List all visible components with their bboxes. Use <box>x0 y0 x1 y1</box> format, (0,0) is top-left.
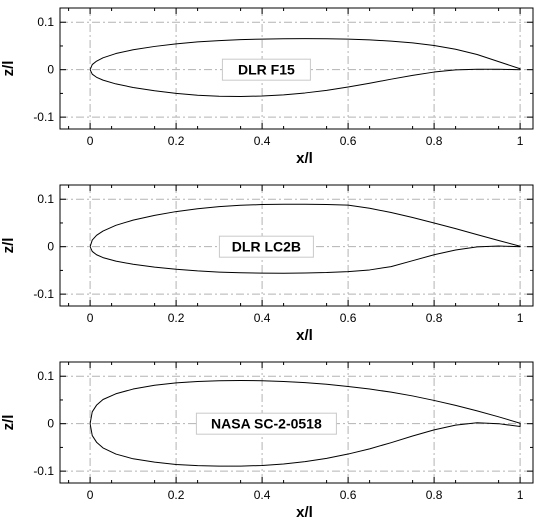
x-tick-label: 1 <box>517 311 524 325</box>
y-tick-label: 0.1 <box>37 369 54 383</box>
x-tick-label: 0.2 <box>168 488 185 502</box>
plot-frame <box>59 7 534 130</box>
x-tick-label: 1 <box>517 134 524 148</box>
airfoil-label: DLR F15 <box>238 62 295 78</box>
x-axis-title: x/l <box>296 504 313 517</box>
chart-panel-1: 0 0.2 0.4 0.6 0.8 1 -0.1 0 0.1 x/l z/l DLR F15 <box>0 7 534 167</box>
airfoil-label: DLR LC2B <box>232 239 301 255</box>
airfoil-label-box <box>221 58 311 81</box>
x-tick-label: 0.6 <box>340 311 357 325</box>
airfoil-contour <box>89 380 521 467</box>
x-tick-label: 1 <box>517 488 524 502</box>
x-tick-label: 0.6 <box>340 488 357 502</box>
x-tick-label: 0.2 <box>168 311 185 325</box>
x-tick-label: 0.4 <box>254 488 271 502</box>
y-tick-label: -0.1 <box>33 110 54 124</box>
x-tick-label: 0 <box>87 134 94 148</box>
x-axis-title: x/l <box>296 150 313 167</box>
x-tick-label: 0.8 <box>426 311 443 325</box>
x-tick-label: 0.2 <box>168 134 185 148</box>
plot-frame <box>59 184 534 307</box>
y-axis-title: z/l <box>0 61 17 77</box>
y-tick-label: 0.1 <box>37 192 54 206</box>
x-tick-label: 0.8 <box>426 488 443 502</box>
y-tick-label: 0.1 <box>37 15 54 29</box>
x-tick-label: 0.6 <box>340 134 357 148</box>
y-tick-label: -0.1 <box>33 464 54 478</box>
y-tick-label: 0 <box>47 63 54 77</box>
plot-frame <box>59 361 534 484</box>
x-tick-label: 0.4 <box>254 311 271 325</box>
airfoil-label-box <box>195 412 337 435</box>
x-tick-label: 0 <box>87 311 94 325</box>
x-axis-title: x/l <box>296 327 313 344</box>
y-tick-label: 0 <box>47 417 54 431</box>
airfoil-contour <box>89 203 521 274</box>
y-tick-label: -0.1 <box>33 287 54 301</box>
chart-panel-2: 0 0.2 0.4 0.6 0.8 1 -0.1 0 0.1 x/l z/l DLR LC2B <box>0 184 534 344</box>
y-axis-title: z/l <box>0 415 17 431</box>
x-tick-label: 0.4 <box>254 134 271 148</box>
airfoil-label-box <box>218 235 314 258</box>
y-axis-title: z/l <box>0 238 17 254</box>
x-tick-label: 0.8 <box>426 134 443 148</box>
chart-panel-3: 0 0.2 0.4 0.6 0.8 1 -0.1 0 0.1 x/l z/l NASA SC-2-05… <box>0 361 534 517</box>
airfoil-label: NASA SC-2-0518 <box>211 416 322 432</box>
y-tick-label: 0 <box>47 240 54 254</box>
airfoil-contour <box>89 38 521 97</box>
x-tick-label: 0 <box>87 488 94 502</box>
